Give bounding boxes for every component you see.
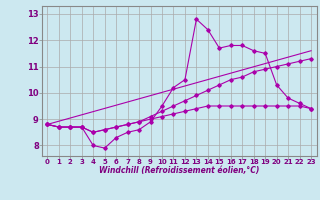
X-axis label: Windchill (Refroidissement éolien,°C): Windchill (Refroidissement éolien,°C) xyxy=(99,166,260,175)
